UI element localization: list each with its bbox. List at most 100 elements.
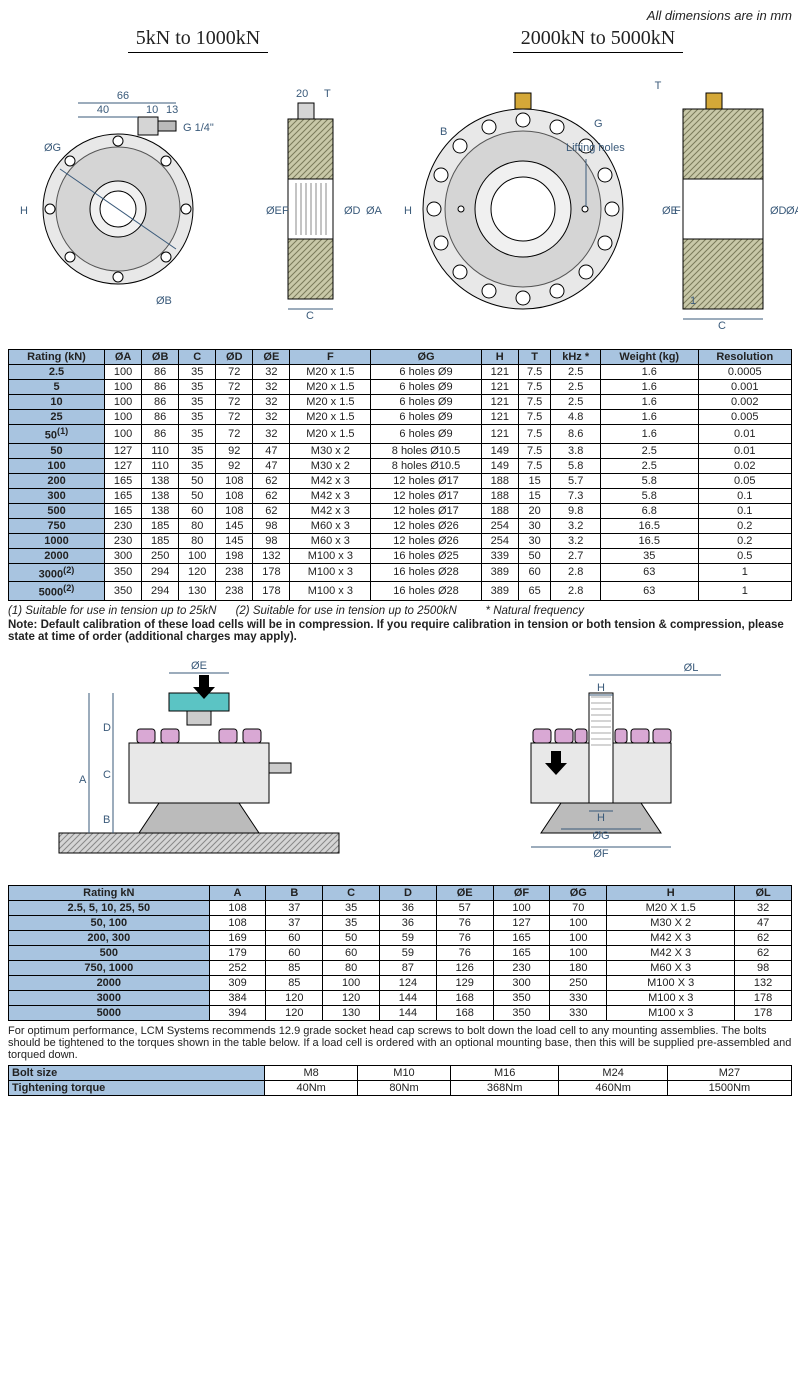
calibration-note: Note: Default calibration of these load … <box>8 619 792 643</box>
cell: 35 <box>179 410 216 425</box>
cell: 178 <box>253 563 290 582</box>
cell: 250 <box>550 975 607 990</box>
svg-text:ØG: ØG <box>44 142 61 154</box>
cell: 127 <box>105 458 142 473</box>
col-header: Resolution <box>698 350 791 365</box>
cell: 121 <box>481 395 518 410</box>
cell: 16.5 <box>600 533 698 548</box>
cell: 108 <box>216 488 253 503</box>
cell: 127 <box>105 443 142 458</box>
cell: 70 <box>550 900 607 915</box>
svg-text:13: 13 <box>166 104 178 116</box>
cell: 1 <box>698 582 791 601</box>
cell: 132 <box>735 975 792 990</box>
cell: 165 <box>105 503 142 518</box>
cell: 50 <box>179 473 216 488</box>
cell: 16 holes Ø28 <box>371 582 481 601</box>
cell: 63 <box>600 582 698 601</box>
cell: 0.01 <box>698 425 791 444</box>
cell: 0.2 <box>698 518 791 533</box>
cell: 86 <box>142 380 179 395</box>
cell: 30 <box>518 533 551 548</box>
cell: M30 X 2 <box>607 915 735 930</box>
cell: M20 X 1.5 <box>607 900 735 915</box>
cell: 30 <box>518 518 551 533</box>
cell: 1.6 <box>600 395 698 410</box>
cell: 25 <box>9 410 105 425</box>
col-header: Weight (kg) <box>600 350 698 365</box>
svg-text:F: F <box>674 205 681 217</box>
cell: 98 <box>253 518 290 533</box>
cell: M42 X 3 <box>607 945 735 960</box>
cell: 149 <box>481 458 518 473</box>
cell: 178 <box>253 582 290 601</box>
svg-text:ØA: ØA <box>786 205 798 217</box>
cell: M30 x 2 <box>290 443 371 458</box>
cell: 4.8 <box>551 410 601 425</box>
cell: 169 <box>209 930 266 945</box>
cell: 500 <box>9 503 105 518</box>
svg-text:1: 1 <box>690 295 696 307</box>
cell: 3000(2) <box>9 563 105 582</box>
svg-text:D: D <box>103 722 111 734</box>
cell: 35 <box>179 365 216 380</box>
cell: 57 <box>436 900 493 915</box>
col-header: ØF <box>493 885 550 900</box>
cell: 120 <box>179 563 216 582</box>
cell: 110 <box>142 443 179 458</box>
cell: 6 holes Ø9 <box>371 425 481 444</box>
cell: 126 <box>436 960 493 975</box>
cell: M10 <box>358 1065 451 1080</box>
svg-text:ØA: ØA <box>366 205 383 217</box>
cell: 8 holes Ø10.5 <box>371 458 481 473</box>
cell: 50, 100 <box>9 915 210 930</box>
cell: M100 X 3 <box>607 975 735 990</box>
col-header: D <box>380 885 437 900</box>
cell: 238 <box>216 582 253 601</box>
cell: 85 <box>266 975 323 990</box>
cell: 50 <box>518 548 551 563</box>
cell: 339 <box>481 548 518 563</box>
cell: 76 <box>436 915 493 930</box>
cell: 250 <box>142 548 179 563</box>
cell: 179 <box>209 945 266 960</box>
diagram-2000kn-5000kn: H B G Lifting holes T ØE F ØD ØA C 1 <box>398 59 798 339</box>
cell: M8 <box>265 1065 358 1080</box>
cell: M30 x 2 <box>290 458 371 473</box>
cell: 35 <box>179 380 216 395</box>
cell: 350 <box>105 563 142 582</box>
col-header: ØG <box>550 885 607 900</box>
cell: 98 <box>735 960 792 975</box>
cell: M20 x 1.5 <box>290 395 371 410</box>
cell: 8.6 <box>551 425 601 444</box>
cell: 100 <box>550 930 607 945</box>
cell: 254 <box>481 518 518 533</box>
cell: 60 <box>323 945 380 960</box>
cell: 100 <box>550 945 607 960</box>
cell: M42 x 3 <box>290 503 371 518</box>
cell: 132 <box>253 548 290 563</box>
cell: 108 <box>209 915 266 930</box>
cell: 7.3 <box>551 488 601 503</box>
cell: 108 <box>209 900 266 915</box>
cell: M42 x 3 <box>290 473 371 488</box>
cell: 145 <box>216 518 253 533</box>
assembly-right: ØL H H ØG ØF <box>441 653 761 873</box>
cell: 2000 <box>9 975 210 990</box>
cell: 62 <box>735 945 792 960</box>
col-header: ØE <box>436 885 493 900</box>
cell: 2.8 <box>551 582 601 601</box>
cell: 2.5 <box>551 380 601 395</box>
cell: 86 <box>142 410 179 425</box>
cell: 92 <box>216 458 253 473</box>
cell: M42 X 3 <box>607 930 735 945</box>
svg-text:40: 40 <box>97 104 109 116</box>
cell: 6 holes Ø9 <box>371 365 481 380</box>
cell: 178 <box>735 990 792 1005</box>
cell: 384 <box>209 990 266 1005</box>
cell: 200 <box>9 473 105 488</box>
cell: 0.05 <box>698 473 791 488</box>
col-header: H <box>481 350 518 365</box>
cell: 120 <box>323 990 380 1005</box>
cell: 100 <box>105 395 142 410</box>
